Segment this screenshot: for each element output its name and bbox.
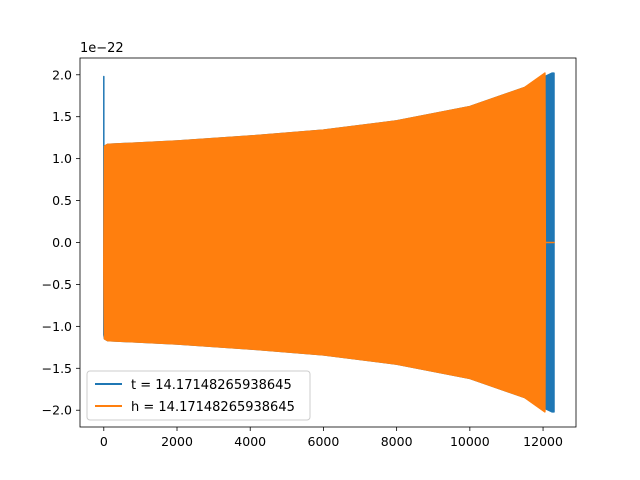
legend-label-t: t = 14.17148265938645	[131, 378, 292, 393]
x-tick-label: 2000	[161, 434, 193, 449]
x-tick-label: 0	[100, 434, 108, 449]
legend: t = 14.17148265938645 h = 14.17148265938…	[86, 370, 311, 421]
legend-label-h: h = 14.17148265938645	[131, 400, 295, 415]
y-tick-label: 2.0	[52, 67, 72, 82]
axes-frame	[79, 57, 577, 428]
y-offset-label: 1e−22	[80, 41, 124, 56]
x-tick-label: 10000	[450, 434, 490, 449]
legend-box	[86, 370, 311, 421]
y-tick-label: 1.0	[52, 151, 72, 166]
y-tick-label: −1.5	[42, 361, 72, 376]
y-tick-label: 0.0	[52, 235, 72, 250]
y-tick-label: 0.5	[52, 193, 72, 208]
x-tick-label: 4000	[234, 434, 266, 449]
x-tick-label: 12000	[523, 434, 563, 449]
y-tick-label: −1.0	[42, 319, 72, 334]
y-tick-label: −2.0	[42, 403, 72, 418]
x-tick-label: 6000	[308, 434, 340, 449]
y-tick-label: 1.5	[52, 109, 72, 124]
x-tick-label: 8000	[381, 434, 413, 449]
y-tick-label: −0.5	[42, 277, 72, 292]
series-band-1	[103, 72, 555, 413]
x-axis-ticks: 0 2000 4000 6000 8000 10000 12000	[100, 427, 563, 449]
plot-marks	[103, 72, 555, 413]
y-axis-ticks: 2.0 1.5 1.0 0.5 0.0 −0.5 −1.0 −1.5 −2.0	[42, 67, 80, 418]
